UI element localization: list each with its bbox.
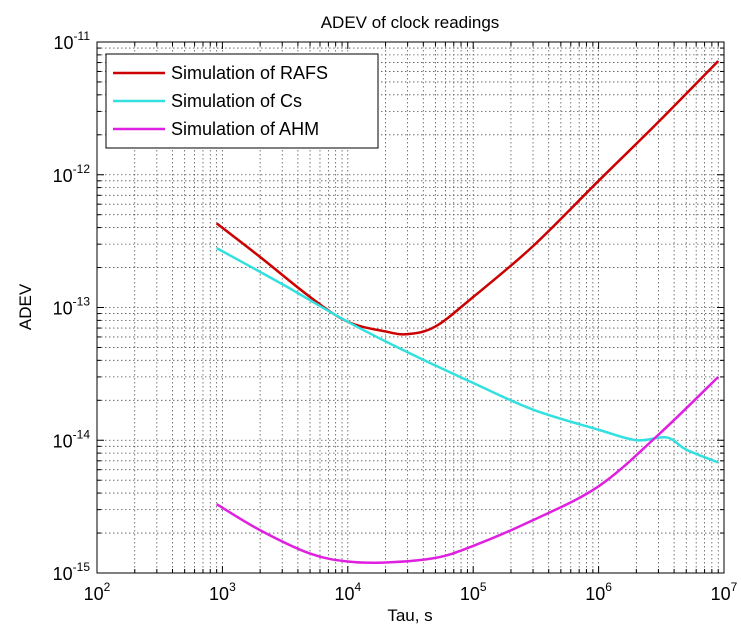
legend-label-ahm: Simulation of AHM <box>171 119 319 139</box>
x-tick-label: 104 <box>334 580 361 604</box>
x-tick-exponent: 2 <box>104 580 111 594</box>
x-tick-base: 10 <box>84 584 104 604</box>
series-line-cs <box>216 247 719 464</box>
x-tick-labels: 102 103 104 105 106 107 <box>84 580 738 604</box>
series-layer <box>215 60 720 565</box>
y-axis-title: ADEV <box>16 283 35 330</box>
legend-label-cs: Simulation of Cs <box>171 91 302 111</box>
x-tick-label: 105 <box>460 580 487 604</box>
x-tick-exponent: 4 <box>354 580 361 594</box>
x-tick-base: 10 <box>209 584 229 604</box>
y-tick-exponent: -12 <box>73 162 91 176</box>
legend: Simulation of RAFS Simulation of Cs Simu… <box>105 53 379 149</box>
x-tick-label: 103 <box>209 580 236 604</box>
x-tick-exponent: 7 <box>731 580 738 594</box>
y-tick-exponent: -15 <box>73 560 91 574</box>
x-tick-base: 10 <box>585 584 605 604</box>
y-tick-label: 10-12 <box>53 162 91 186</box>
y-tick-label: 10-15 <box>53 560 91 584</box>
y-tick-base: 10 <box>53 299 73 319</box>
x-tick-label: 107 <box>711 580 738 604</box>
x-tick-base: 10 <box>711 584 731 604</box>
y-tick-exponent: -11 <box>74 29 91 43</box>
y-tick-base: 10 <box>54 33 74 53</box>
y-tick-base: 10 <box>53 564 73 584</box>
x-tick-label: 106 <box>585 580 612 604</box>
y-tick-exponent: -13 <box>73 295 91 309</box>
series-line-ahm <box>216 376 720 565</box>
y-tick-label: 10-14 <box>53 427 91 451</box>
x-tick-base: 10 <box>334 584 354 604</box>
x-tick-exponent: 6 <box>605 580 612 594</box>
chart-title: ADEV of clock readings <box>321 13 500 32</box>
x-tick-base: 10 <box>460 584 480 604</box>
y-tick-exponent: -14 <box>73 427 91 441</box>
x-tick-exponent: 5 <box>480 580 487 594</box>
y-tick-label: 10-13 <box>53 295 91 319</box>
x-tick-label: 102 <box>84 580 111 604</box>
tick-marks <box>96 41 725 574</box>
x-axis-title: Tau, s <box>387 606 432 625</box>
series-line-rafs <box>215 60 720 336</box>
legend-label-rafs: Simulation of RAFS <box>171 63 328 83</box>
y-tick-label: 10-11 <box>54 29 91 53</box>
y-tick-base: 10 <box>53 166 73 186</box>
x-tick-exponent: 3 <box>229 580 236 594</box>
y-tick-base: 10 <box>53 431 73 451</box>
